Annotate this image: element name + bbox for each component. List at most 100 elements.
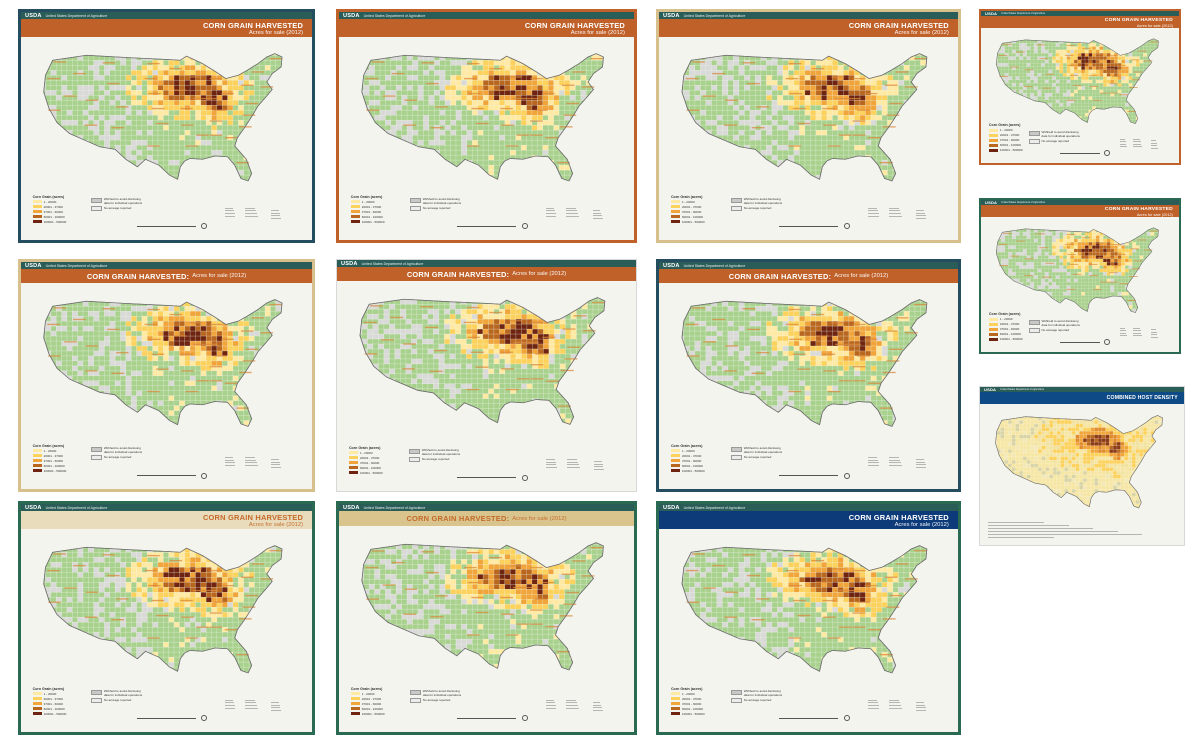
map-card[interactable]: USDA United States Department of Agricult… (656, 501, 961, 735)
us-map[interactable] (33, 534, 301, 684)
state-label (195, 134, 209, 136)
state-label (530, 363, 544, 366)
state-label (505, 633, 519, 636)
state-label (489, 311, 503, 313)
legend-extra: Withheld to avoid disclosing data for in… (1028, 129, 1084, 144)
state-label (725, 99, 738, 101)
legend-label: No acreage reported (422, 206, 451, 211)
legend-swatch (730, 690, 742, 696)
us-map[interactable] (671, 42, 946, 192)
legend-swatch (988, 332, 998, 336)
state-label (434, 594, 448, 597)
us-map-svg (995, 415, 1164, 509)
state-label (535, 352, 548, 355)
state-label (463, 77, 477, 79)
map-card[interactable]: USDA United States Department of Agricult… (656, 259, 961, 492)
state-label (46, 569, 60, 571)
usda-logo: USDA (25, 504, 42, 511)
state-label (220, 338, 234, 340)
map-card[interactable]: USDA United States Department of Agricult… (979, 9, 1181, 165)
us-map[interactable] (351, 531, 622, 681)
legend-label: 60001 - 100000 (359, 465, 381, 470)
fine-print (868, 206, 880, 217)
legend-item: 100001 - 500000 (670, 469, 705, 473)
state-label (581, 85, 595, 88)
legend-label: 1 - 20000 (681, 199, 695, 204)
map-card[interactable]: USDA United States Department of Agricult… (336, 259, 637, 492)
us-map[interactable] (349, 286, 624, 435)
state-label (712, 318, 726, 320)
state-label (811, 559, 825, 561)
state-label (147, 338, 161, 340)
agency-bar: USDA United States Department of Agricult… (980, 387, 1184, 392)
fine-print (1151, 328, 1158, 338)
map-card[interactable]: USDA United States Department of Agricult… (336, 9, 637, 243)
state-label (868, 382, 881, 384)
map-subtitle: Acres for sale (2012) (894, 29, 949, 36)
state-label (179, 107, 193, 109)
scale-bar (1060, 342, 1100, 344)
state-label (269, 549, 282, 551)
state-label (1092, 288, 1102, 290)
state-label (857, 601, 870, 603)
state-label (245, 594, 258, 596)
state-label (204, 97, 218, 99)
state-label (1024, 275, 1033, 277)
state-label (1109, 272, 1118, 274)
state-label (421, 550, 435, 553)
map-card[interactable]: USDA United States Department of Agricult… (979, 198, 1181, 354)
legend-item: 100001 - 500000 (348, 471, 383, 475)
us-map[interactable] (988, 407, 1176, 516)
state-label (884, 84, 898, 86)
us-map[interactable] (33, 42, 301, 192)
us-map[interactable] (989, 31, 1171, 131)
state-label (525, 341, 539, 343)
state-label (500, 351, 514, 353)
state-label (1143, 60, 1153, 62)
state-label (852, 120, 866, 122)
state-label (402, 367, 415, 370)
state-label (155, 368, 169, 370)
state-label (146, 308, 160, 310)
legend-label: No acreage reported (421, 457, 450, 462)
legend-label: 20001 - 37000 (43, 696, 63, 701)
legend-label: 20001 - 37000 (999, 322, 1020, 327)
map-card[interactable]: USDA United States Department of Agricult… (18, 259, 315, 492)
state-label (886, 359, 900, 362)
map-card[interactable]: USDA United States Department of Agricult… (979, 386, 1185, 546)
legend-swatch (988, 148, 998, 152)
state-label (84, 369, 97, 372)
fine-print (868, 455, 880, 466)
state-label (1045, 262, 1054, 264)
map-subtitle: Acres for sale (2012) (248, 521, 304, 528)
map-title: CORN GRAIN HARVESTED (1104, 16, 1173, 23)
us-map[interactable] (351, 42, 622, 192)
state-label (500, 613, 514, 615)
state-label (224, 136, 238, 139)
title-bar: CORN GRAIN HARVESTED: Acres for sale (201… (339, 511, 634, 526)
legend-item: 60001 - 100000 (32, 215, 67, 219)
state-label (251, 70, 264, 73)
map-card[interactable]: USDA United States Department of Agricult… (336, 501, 637, 735)
state-label (224, 628, 238, 631)
map-card[interactable]: USDA United States Department of Agricult… (18, 9, 315, 243)
us-map[interactable] (671, 534, 946, 684)
legend-item: 100001 - 500000 (32, 220, 66, 224)
state-label (1100, 92, 1109, 94)
legend-swatch (988, 138, 998, 142)
state-label (242, 359, 255, 362)
state-label (63, 95, 77, 97)
map-card[interactable]: USDA United States Department of Agricult… (18, 501, 315, 735)
state-label (260, 331, 273, 334)
map-title: CORN GRAIN HARVESTED: (728, 271, 832, 281)
us-map[interactable] (33, 288, 301, 437)
legend-label: 100001 - 500000 (999, 337, 1023, 342)
us-map[interactable] (989, 220, 1171, 320)
us-map[interactable] (671, 288, 946, 437)
state-label (213, 601, 227, 603)
legend-label: 1 - 20000 (999, 128, 1013, 133)
legend-item: 20001 - 37000 (670, 697, 705, 701)
map-card[interactable]: USDA United States Department of Agricult… (656, 9, 961, 243)
legend-label: 20001 - 37000 (361, 204, 382, 209)
state-label (884, 330, 898, 332)
